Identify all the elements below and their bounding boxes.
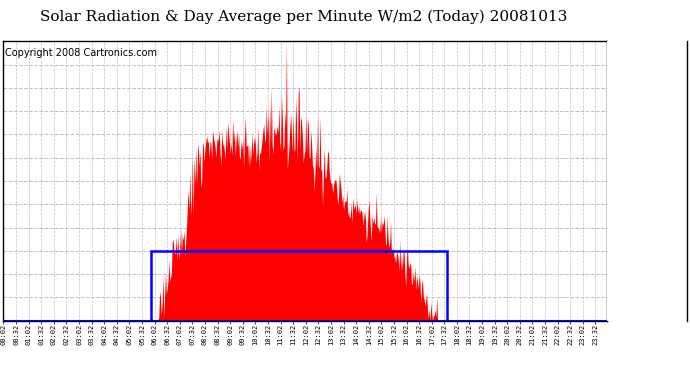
Bar: [151, 251, 447, 321]
Text: Copyright 2008 Cartronics.com: Copyright 2008 Cartronics.com: [6, 48, 157, 58]
Text: Solar Radiation & Day Average per Minute W/m2 (Today) 20081013: Solar Radiation & Day Average per Minute…: [40, 9, 567, 24]
